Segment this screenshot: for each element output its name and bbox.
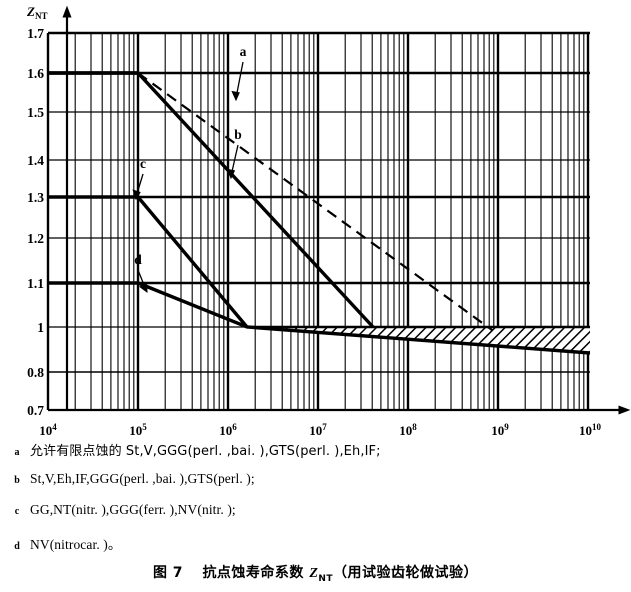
chart-svg: 1.7 1.6 1.5 1.4 1.3 1.2 1.1 1 0.8 0.7 10… [26, 4, 631, 438]
caption-title-after: （用试验齿轮做试验） [333, 565, 479, 581]
legend-row-b: b St,V,Eh,IF,GGG(perl. ,bai. ),GTS(perl.… [0, 471, 631, 493]
legend-key-c: c [14, 506, 20, 517]
y-tick-label: 1 [37, 320, 44, 335]
annotation-d: d [134, 252, 142, 267]
curve-d [48, 281, 590, 355]
x-tick-label: 109 [491, 422, 509, 438]
y-tick-label: 1.7 [27, 26, 44, 41]
caption-title-before: 抗点蚀寿命系数 [202, 565, 310, 581]
figure-caption: 图 7 抗点蚀寿命系数 ZNT（用试验齿轮做试验） [0, 562, 631, 584]
legend-text-b: St,V,Eh,IF,GGG(perl. ,bai. ),GTS(perl. )… [30, 471, 255, 486]
y-tick-label: 1.2 [27, 231, 44, 246]
x-tick-label: 1010 [579, 422, 602, 438]
y-tick-label: 0.8 [27, 365, 44, 380]
y-tick-label: 1.3 [27, 190, 44, 205]
y-tick-label: 1.1 [27, 276, 44, 291]
legend-row-a: a 允许有限点蚀的 St,V,GGG(perl. ,bai. ),GTS(per… [0, 440, 631, 462]
curve-a-dashed [137, 72, 493, 331]
x-tick-label: 104 [39, 422, 57, 438]
caption-symbol-sub: NT [318, 573, 334, 584]
x-tick-label: 105 [129, 422, 147, 438]
x-tick-labels: 104 105 106 107 108 109 1010 [39, 422, 601, 438]
x-tick-label: 108 [399, 422, 417, 438]
y-tick-labels: 1.7 1.6 1.5 1.4 1.3 1.2 1.1 1 0.8 0.7 [27, 26, 44, 418]
y-axis-label: ZNT [26, 4, 47, 21]
figure-number: 图 7 [152, 565, 184, 581]
annotation-arrowheads [132, 90, 240, 294]
y-tick-label: 0.7 [27, 403, 44, 418]
curve-annotation-labels: a b c d [134, 44, 246, 267]
legend-key-d: d [14, 541, 20, 552]
curve-b [48, 71, 375, 329]
legend-key-b: b [14, 475, 20, 486]
legend-text-a: 允许有限点蚀的 St,V,GGG(perl. ,bai. ),GTS(perl.… [30, 444, 381, 459]
x-tick-label: 107 [309, 422, 327, 438]
axes [48, 5, 631, 415]
legend-text-d: NV(nitrocar. )。 [30, 537, 122, 552]
curve-c [48, 195, 249, 329]
y-tick-label: 1.5 [27, 105, 44, 120]
annotation-c: c [140, 156, 146, 171]
legend-row-c: c GG,NT(nitr. ),GGG(ferr. ),NV(nitr. ); [0, 502, 631, 524]
y-tick-label: 1.6 [27, 66, 44, 81]
legend-row-d: d NV(nitrocar. )。 [0, 533, 631, 555]
legend-text-c: GG,NT(nitr. ),GGG(ferr. ),NV(nitr. ); [30, 502, 236, 517]
annotation-b: b [234, 127, 242, 142]
y-tick-label: 1.4 [27, 153, 44, 168]
caption-symbol: Z [309, 566, 319, 581]
annotation-a: a [240, 44, 247, 59]
x-tick-label: 106 [219, 422, 237, 438]
legend-key-a: a [14, 447, 20, 458]
legend-list: a 允许有限点蚀的 St,V,GGG(perl. ,bai. ),GTS(per… [0, 440, 631, 564]
